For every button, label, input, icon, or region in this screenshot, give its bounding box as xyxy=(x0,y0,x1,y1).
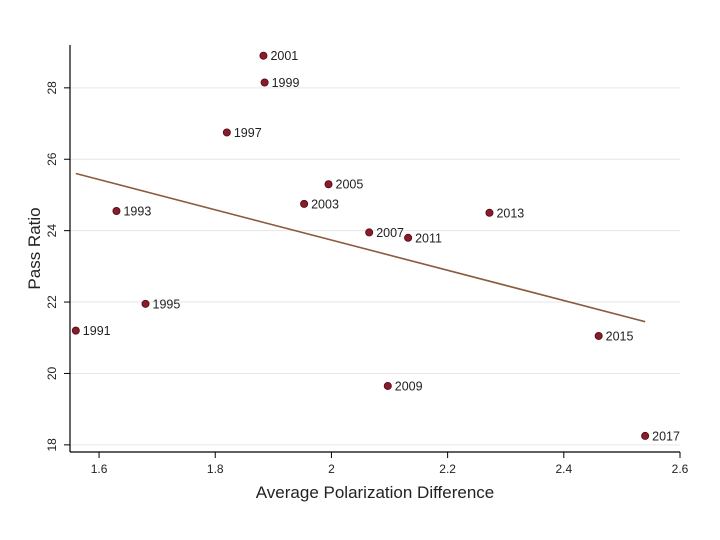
data-point-2017 xyxy=(641,431,650,440)
y-tick-label: 20 xyxy=(45,366,59,380)
x-tick-label: 1.8 xyxy=(207,462,224,476)
data-label-2009: 2009 xyxy=(395,379,423,393)
y-tick-label: 28 xyxy=(45,81,59,95)
x-tick-label: 1.6 xyxy=(91,462,108,476)
data-points: 1991 1993 1995 1997 1999 2001 2003 2005 2007 2009… xyxy=(71,49,680,443)
y-tick-label: 26 xyxy=(45,152,59,166)
y-axis-label: Pass Ratio xyxy=(25,207,44,289)
data-label-1995: 1995 xyxy=(153,297,181,311)
data-label-2017: 2017 xyxy=(652,429,680,443)
data-label-1993: 1993 xyxy=(123,205,151,219)
data-point-2013 xyxy=(485,208,494,217)
data-label-2007: 2007 xyxy=(376,226,404,240)
data-label-2005: 2005 xyxy=(336,178,364,192)
data-point-2009 xyxy=(383,381,392,390)
x-tick-label: 2 xyxy=(328,462,335,476)
data-point-1991 xyxy=(71,326,80,335)
x-tick-label: 2.4 xyxy=(555,462,572,476)
data-point-2005 xyxy=(324,180,333,189)
data-label-2015: 2015 xyxy=(606,329,634,343)
data-point-1995 xyxy=(141,299,150,308)
data-point-1999 xyxy=(260,78,269,87)
x-ticks: 1.6 1.8 2 2.2 2.4 2.6 xyxy=(91,452,689,476)
x-tick-label: 2.6 xyxy=(672,462,689,476)
x-axis-label: Average Polarization Difference xyxy=(256,483,494,502)
data-label-2001: 2001 xyxy=(270,49,298,63)
y-tick-label: 22 xyxy=(45,295,59,309)
data-point-2011 xyxy=(404,233,413,242)
data-label-1997: 1997 xyxy=(234,126,262,140)
data-point-1993 xyxy=(112,207,121,216)
fit-line xyxy=(75,172,646,323)
data-label-2013: 2013 xyxy=(496,206,524,220)
x-tick-label: 2.2 xyxy=(439,462,456,476)
data-label-1991: 1991 xyxy=(83,324,111,338)
data-point-2003 xyxy=(300,199,309,208)
data-label-2003: 2003 xyxy=(311,197,339,211)
data-point-2001 xyxy=(259,51,268,60)
data-point-2007 xyxy=(365,228,374,237)
data-point-2015 xyxy=(594,331,603,340)
y-tick-label: 18 xyxy=(45,438,59,452)
grid-lines xyxy=(70,87,680,446)
data-label-1999: 1999 xyxy=(272,76,300,90)
y-ticks: 18 20 22 24 26 28 xyxy=(45,81,70,452)
y-tick-label: 24 xyxy=(45,224,59,238)
data-label-2011: 2011 xyxy=(415,231,442,245)
data-point-1997 xyxy=(222,128,231,137)
